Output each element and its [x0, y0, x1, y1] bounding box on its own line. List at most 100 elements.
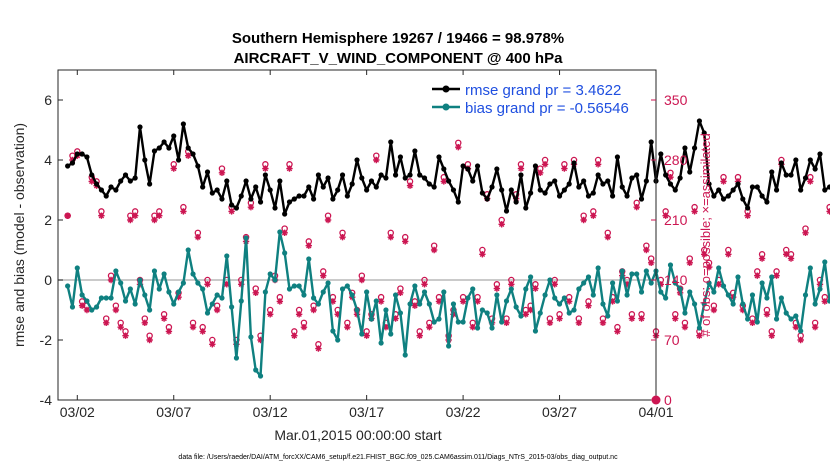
rmse-point: [513, 199, 519, 205]
bias-point: [764, 295, 770, 301]
bias-point: [407, 301, 413, 307]
obs-assimilated-point: [435, 298, 443, 305]
y-tick-label: 2: [44, 212, 52, 228]
x-axis-label: Mar.01,2015 00:00:00 start: [274, 427, 441, 443]
bias-point: [450, 301, 457, 307]
footnote: data file: /Users/raeder/DAI/ATM_forcXX/…: [178, 454, 618, 461]
rmse-point: [180, 121, 186, 127]
obs-assimilated-point: [204, 281, 211, 288]
rmse-point: [508, 187, 514, 193]
rmse-point: [315, 172, 322, 178]
obs-assimilated-point: [696, 332, 703, 339]
bias-point: [585, 274, 592, 280]
obs-assimilated-point: [141, 319, 149, 327]
bias-point: [127, 286, 133, 292]
rmse-point: [643, 178, 649, 184]
bias-point: [663, 295, 669, 301]
rmse-point: [320, 184, 326, 190]
obs-assimilated-point: [565, 298, 573, 305]
rmse-point: [802, 175, 809, 181]
rmse-point: [470, 178, 476, 184]
rmse-point: [364, 187, 370, 193]
obs-assimilated-point: [286, 165, 293, 172]
bias-point: [344, 283, 350, 289]
rmse-point: [354, 157, 360, 163]
obs-assimilated-point: [247, 203, 255, 211]
y-axis-label: rmse and bias (model - observation): [11, 123, 27, 347]
rmse-point: [532, 163, 539, 169]
bias-point: [397, 310, 404, 316]
obs-assimilated-point: [474, 298, 481, 305]
bias-point: [735, 274, 741, 280]
bias-point: [253, 367, 259, 373]
obs-assimilated-point: [681, 323, 689, 331]
obs-assimilated-point: [112, 306, 120, 314]
rmse-point: [663, 172, 669, 178]
obs-assimilated-point: [64, 212, 71, 219]
rmse-point: [793, 157, 799, 163]
obs-assimilated-point: [276, 298, 284, 305]
y2-tick-label: 280: [664, 152, 688, 168]
obs-assimilated-point: [715, 281, 722, 288]
bias-point: [89, 307, 95, 313]
bias-point: [629, 271, 635, 277]
obs-assimilated-point: [218, 169, 226, 177]
obs-assimilated-point: [691, 208, 698, 215]
rmse-point: [619, 184, 625, 190]
rmse-point: [798, 187, 804, 193]
rmse-point: [229, 202, 235, 208]
obs-assimilated-point: [541, 161, 549, 168]
rmse-point: [248, 196, 254, 202]
bias-point: [93, 304, 100, 310]
rmse-point: [175, 157, 182, 163]
rmse-point: [479, 190, 485, 196]
rmse-point: [84, 154, 90, 160]
bias-point: [436, 316, 442, 322]
rmse-point: [301, 193, 307, 199]
bias-point: [479, 307, 485, 313]
bias-point: [513, 304, 519, 310]
rmse-point: [571, 160, 577, 166]
bias-point: [122, 298, 129, 304]
obs-assimilated-point: [156, 212, 163, 219]
obs-assimilated-point: [310, 306, 317, 314]
legend-rmse-label: rmse grand pr = 3.4622: [465, 82, 621, 99]
rmse-point: [667, 181, 674, 187]
obs-assimilated-point: [392, 315, 399, 322]
obs-assimilated-point: [575, 319, 583, 327]
obs-assimilated-point: [744, 212, 751, 219]
bias-point: [773, 316, 780, 322]
bias-point: [257, 373, 264, 379]
obs-assimilated-point: [754, 272, 761, 279]
rmse-point: [730, 187, 736, 193]
rmse-point: [335, 187, 341, 193]
bias-point: [219, 295, 225, 301]
obs-assimilated-point: [344, 323, 351, 331]
bias-point: [306, 256, 312, 262]
rmse-point: [310, 196, 317, 202]
bias-point: [634, 271, 640, 277]
obs-assimilated-point: [266, 311, 274, 318]
obs-assimilated-point: [358, 276, 366, 284]
rmse-point: [257, 199, 264, 205]
rmse-point: [267, 187, 273, 193]
bias-point: [494, 292, 500, 298]
obs-assimilated-point: [160, 315, 168, 322]
bias-point: [460, 319, 466, 325]
bias-point: [392, 292, 399, 298]
rmse-point: [262, 172, 268, 178]
bias-point: [812, 301, 818, 307]
rmse-point: [600, 181, 606, 187]
obs-assimilated-point: [469, 323, 476, 331]
obs-assimilated-point: [78, 302, 86, 309]
bias-point: [552, 295, 558, 301]
bias-point: [725, 292, 731, 298]
rmse-point: [595, 172, 601, 178]
bias-point: [388, 331, 394, 337]
obs-assimilated-point: [807, 178, 814, 185]
bias-point: [214, 292, 220, 298]
bias-point: [667, 262, 674, 268]
rmse-point: [735, 181, 741, 187]
bias-point: [204, 310, 211, 316]
